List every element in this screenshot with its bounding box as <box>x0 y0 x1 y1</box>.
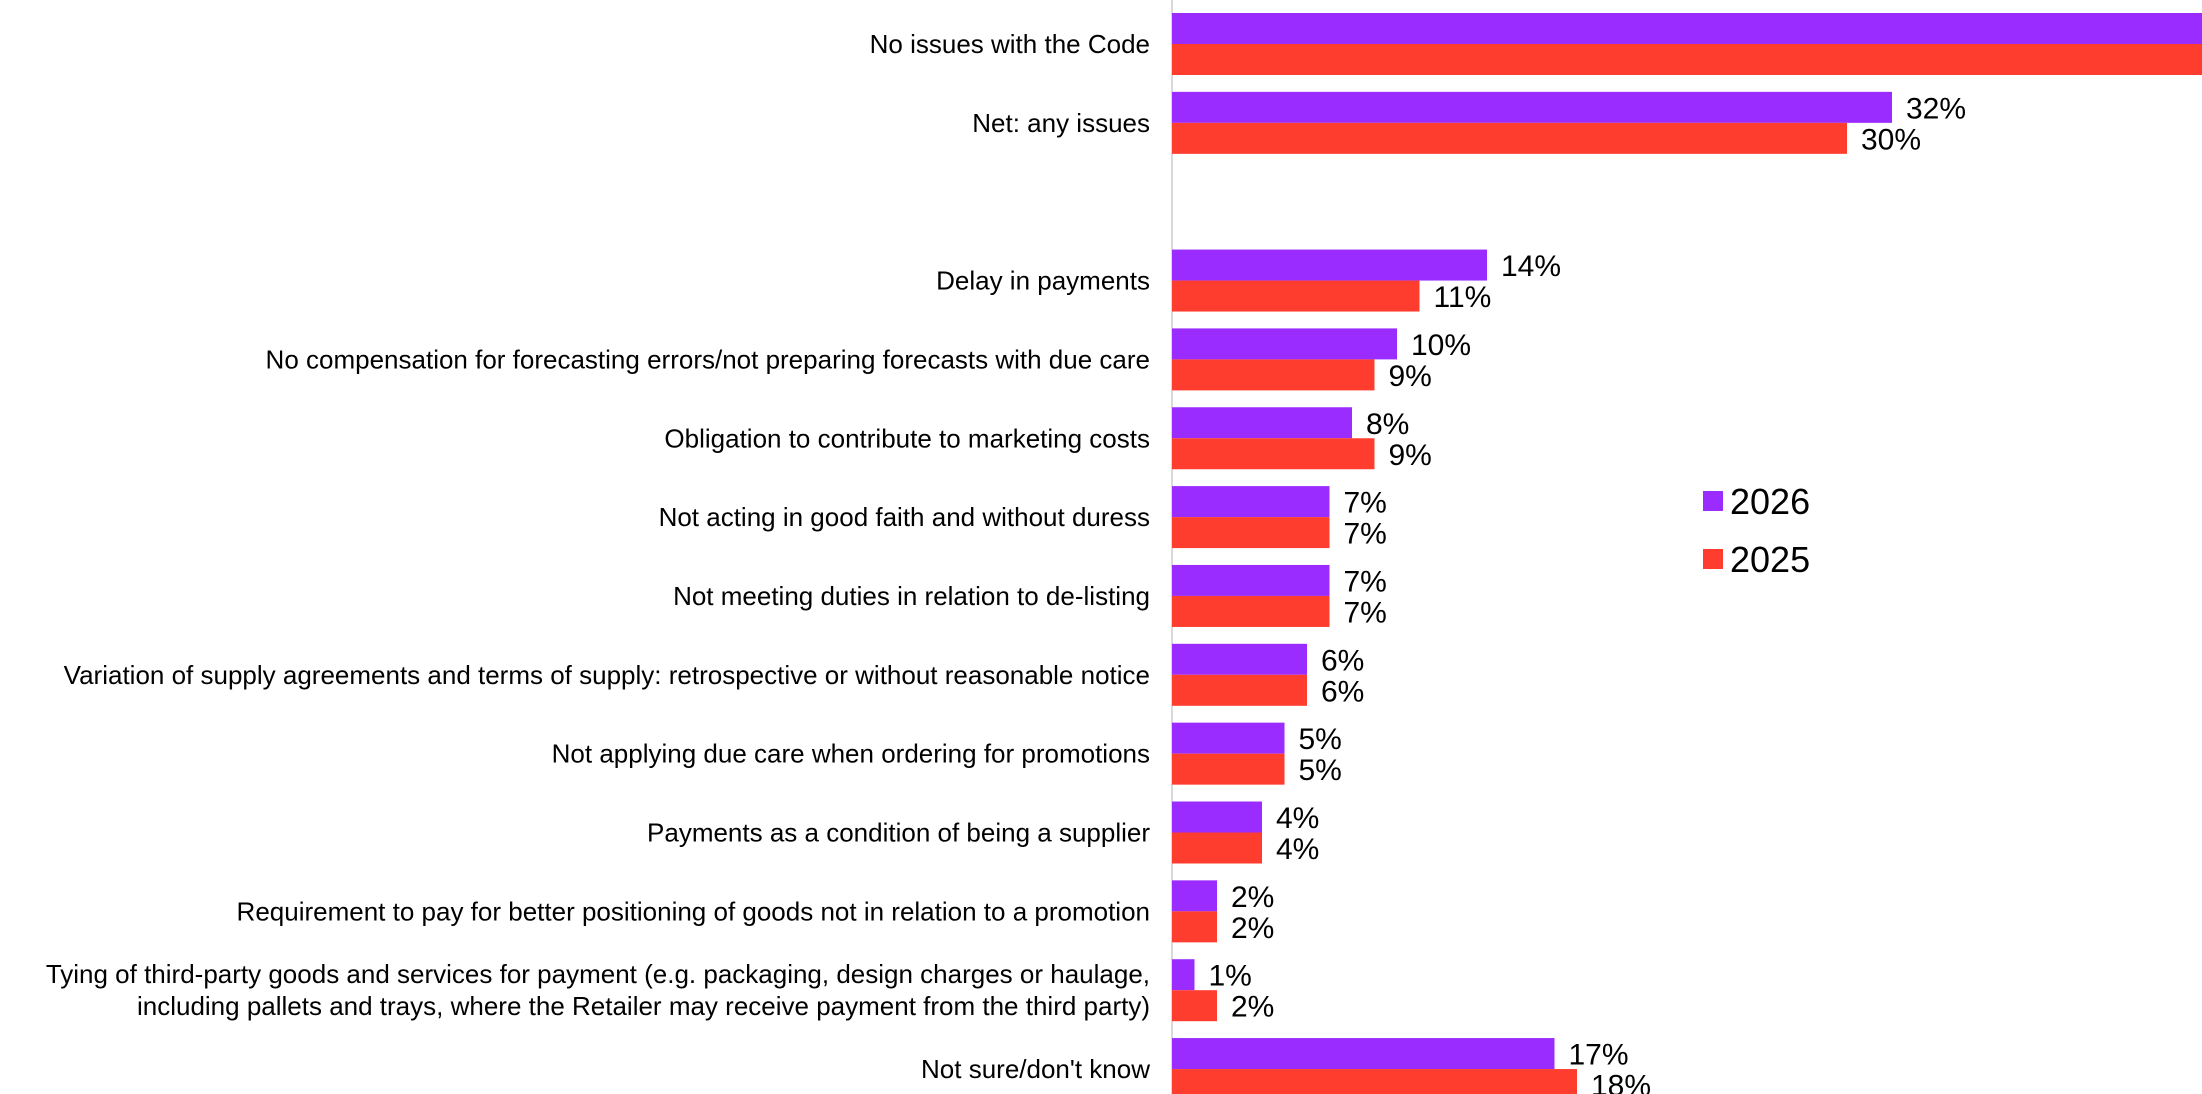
bar-2026 <box>1172 1038 1555 1070</box>
legend: 2026 2025 <box>1703 481 1810 580</box>
data-label-2025: 7% <box>1344 518 1387 551</box>
category-label: Not acting in good faith and without dur… <box>659 502 1150 532</box>
bar-2026 <box>1172 801 1262 833</box>
bar-2025 <box>1172 753 1285 785</box>
bar-2026 <box>1172 486 1330 518</box>
bar-2026 <box>1172 407 1352 439</box>
bars-layer <box>1172 13 2202 1094</box>
bar-2025 <box>1172 990 1217 1022</box>
bar-2026 <box>1172 722 1285 754</box>
bar-2026 <box>1172 643 1307 675</box>
category-label: No issues with the Code <box>870 29 1150 59</box>
data-label-2026: 10% <box>1411 329 1471 362</box>
data-label-2025: 9% <box>1389 439 1432 472</box>
category-label: Net: any issues <box>972 108 1150 138</box>
bar-2026 <box>1172 880 1217 912</box>
category-label: Not sure/don't know <box>921 1054 1150 1084</box>
data-label-2026: 14% <box>1501 250 1561 283</box>
data-label-2026: 17% <box>1569 1039 1629 1072</box>
data-label-2025: 5% <box>1299 754 1342 787</box>
data-label-2025: 11% <box>1434 281 1492 314</box>
bar-2025 <box>1172 122 1847 154</box>
bar-2025 <box>1172 438 1375 470</box>
data-label-2025: 6% <box>1321 675 1364 708</box>
bar-2025 <box>1172 674 1307 706</box>
category-label: No compensation for forecasting errors/n… <box>266 344 1150 374</box>
category-label: Variation of supply agreements and terms… <box>64 660 1150 690</box>
data-label-2026: 7% <box>1344 565 1387 598</box>
data-label-2026: 5% <box>1299 723 1342 756</box>
data-label-2026: 32% <box>1906 92 1966 125</box>
bar-2025 <box>1172 517 1330 549</box>
bar-2026 <box>1172 249 1487 281</box>
category-label: Payments as a condition of being a suppl… <box>647 818 1150 848</box>
data-label-2025: 4% <box>1276 833 1319 866</box>
legend-label-2025: 2025 <box>1730 539 1810 580</box>
bar-2026 <box>1172 91 1892 123</box>
data-label-2025: 9% <box>1389 360 1432 393</box>
bar-2025 <box>1172 280 1420 312</box>
bar-2026 <box>1172 564 1330 596</box>
data-label-2026: 2% <box>1231 881 1274 914</box>
bar-2025 <box>1172 911 1217 943</box>
data-label-2025: 2% <box>1231 991 1274 1024</box>
data-label-2026: 8% <box>1366 408 1409 441</box>
category-label: Not meeting duties in relation to de-lis… <box>673 581 1150 611</box>
category-label: Obligation to contribute to marketing co… <box>664 423 1150 453</box>
legend-swatch-2025 <box>1703 549 1723 569</box>
bar-2026 <box>1172 959 1195 991</box>
legend-swatch-2026 <box>1703 491 1723 511</box>
bar-2025 <box>1172 595 1330 627</box>
bar-2025 <box>1172 832 1262 864</box>
bar-2026 <box>1172 328 1397 360</box>
category-label: Delay in payments <box>936 266 1150 296</box>
bar-2025 <box>1172 359 1375 391</box>
bar-2026 <box>1172 13 2202 44</box>
data-label-2026: 4% <box>1276 802 1319 835</box>
data-label-2025: 30% <box>1861 123 1921 156</box>
data-label-2025: 7% <box>1344 596 1387 629</box>
category-label: Requirement to pay for better positionin… <box>237 896 1150 926</box>
bar-2025 <box>1172 1069 1577 1094</box>
data-label-2026: 1% <box>1209 960 1252 993</box>
labels-layer: No issues with the Code51%52%Net: any is… <box>46 29 1966 1094</box>
legend-label-2026: 2026 <box>1730 481 1810 522</box>
data-label-2025: 18% <box>1591 1070 1651 1094</box>
bar-2025 <box>1172 44 2202 75</box>
data-label-2026: 7% <box>1344 487 1387 520</box>
data-label-2026: 6% <box>1321 644 1364 677</box>
data-label-2025: 2% <box>1231 912 1274 945</box>
category-label: Not applying due care when ordering for … <box>552 739 1150 769</box>
category-label: Tying of third-party goods and services … <box>46 959 1150 1021</box>
